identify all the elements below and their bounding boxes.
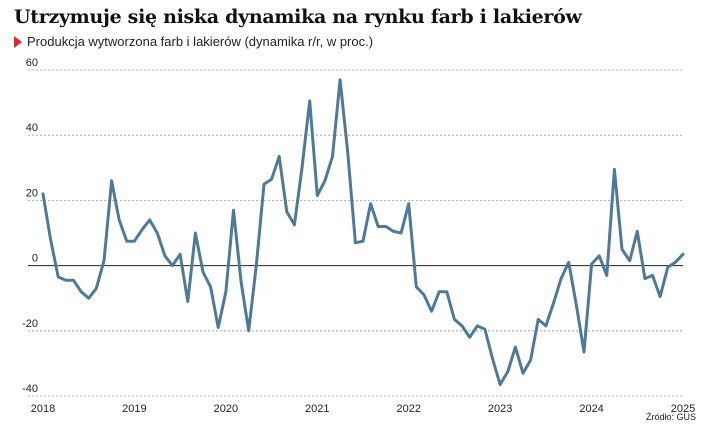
gridlines (28, 69, 683, 397)
y-tick-label: 60 (26, 57, 38, 69)
series-line (41, 78, 685, 387)
y-tick-label: -20 (22, 318, 38, 330)
x-axis-labels: 2018 2019 2020 2021 2022 2023 2024 2025 (31, 403, 695, 415)
chart-title: Utrzymuje się niska dynamika na rynku fa… (14, 6, 582, 28)
x-tick-label: 2022 (396, 403, 420, 415)
x-tick-label: 2025 (671, 403, 695, 415)
chart-subtitle: Produkcja wytworzona farb i lakierów (dy… (27, 34, 374, 49)
red-triangle-marker (14, 35, 22, 48)
y-tick-label: 40 (26, 122, 38, 134)
x-tick-label: 2020 (214, 403, 238, 415)
y-tick-label: 20 (26, 187, 38, 199)
source-note: Źródło: GUS (645, 412, 696, 422)
y-tick-label: 0 (32, 253, 38, 265)
x-tick-label: 2023 (488, 403, 512, 415)
subtitle-row: Produkcja wytworzona farb i lakierów (dy… (14, 34, 373, 49)
x-tick-label: 2024 (579, 403, 603, 415)
x-tick-label: 2018 (31, 403, 55, 415)
x-tick-label: 2019 (122, 403, 146, 415)
x-tick-label: 2021 (305, 403, 329, 415)
y-tick-label: -40 (22, 383, 38, 395)
y-axis-labels: -40 -20 0 20 40 60 (22, 57, 38, 395)
series-group (41, 78, 685, 387)
